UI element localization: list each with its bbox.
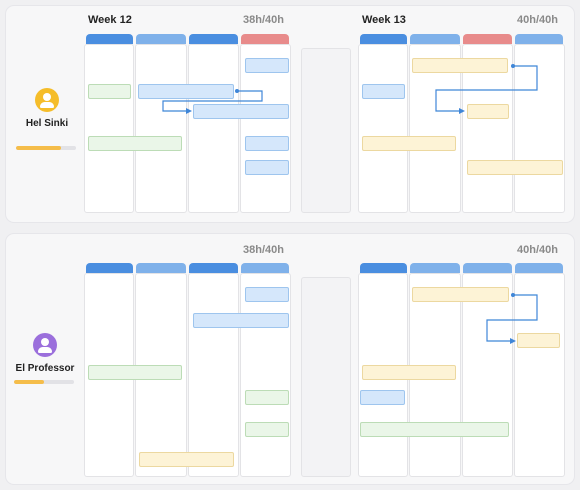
user-name: Hel Sinki [25,118,69,129]
dependency-connector [435,65,538,112]
task-bar[interactable] [245,287,289,302]
task-bar[interactable] [360,422,509,437]
task-bar[interactable] [193,313,289,328]
day-header [515,263,563,273]
capacity-progress-bar [14,380,74,384]
task-bar[interactable] [245,160,289,175]
week-label-12: Week 12 [88,14,132,26]
hours-week-12: 38h/40h [243,244,284,256]
day-header [515,34,563,44]
weekend-column [301,48,351,213]
dependency-dot [511,64,515,68]
day-column[interactable] [188,44,239,213]
task-bar[interactable] [467,104,509,119]
user-name: El Professor [15,363,75,374]
day-header [86,263,133,273]
day-header [189,34,238,44]
dependency-connector [486,294,538,342]
day-column[interactable] [462,273,513,477]
day-header [136,263,186,273]
dependency-dot [235,89,239,93]
task-bar[interactable] [138,84,234,99]
day-header [360,34,407,44]
day-column[interactable] [514,273,565,477]
day-header [463,263,512,273]
week-label-13: Week 13 [362,14,406,26]
day-column[interactable] [188,273,239,477]
task-bar[interactable] [412,287,509,302]
task-bar[interactable] [88,365,182,380]
capacity-progress-bar [16,146,76,150]
user-avatar-icon[interactable] [33,333,57,357]
hours-week-13: 40h/40h [517,14,558,26]
day-header [410,34,460,44]
day-header [410,263,460,273]
arrow-icon [459,108,465,114]
task-bar[interactable] [362,84,405,99]
task-bar[interactable] [88,136,182,151]
task-bar[interactable] [139,452,234,467]
arrow-icon [510,338,516,344]
task-bar[interactable] [412,58,508,73]
day-column[interactable] [514,44,565,213]
day-column[interactable] [84,44,134,213]
task-bar[interactable] [193,104,289,119]
weekend-column [301,277,351,477]
task-bar[interactable] [88,84,131,99]
day-header [463,34,512,44]
day-header [136,34,186,44]
task-bar[interactable] [360,390,405,405]
hours-week-13: 40h/40h [517,244,558,256]
day-header [189,263,238,273]
day-header [360,263,407,273]
day-column[interactable] [358,44,408,213]
arrow-icon [186,108,192,114]
hours-week-12: 38h/40h [243,14,284,26]
task-bar[interactable] [467,160,563,175]
user-avatar-icon[interactable] [35,88,59,112]
task-bar[interactable] [245,422,289,437]
day-header [241,263,289,273]
day-column[interactable] [240,273,291,477]
dependency-connector [162,90,263,112]
day-header [86,34,133,44]
task-bar[interactable] [362,136,456,151]
task-bar[interactable] [362,365,456,380]
day-header [241,34,289,44]
task-bar[interactable] [245,390,289,405]
task-bar[interactable] [245,58,289,73]
dependency-dot [511,293,515,297]
task-bar[interactable] [245,136,289,151]
task-bar[interactable] [517,333,560,348]
day-column[interactable] [135,44,187,213]
